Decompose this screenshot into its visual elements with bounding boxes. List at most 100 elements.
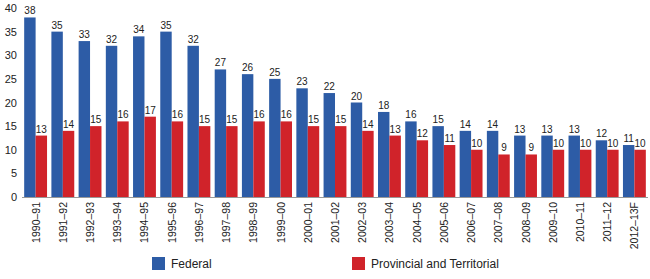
bar bbox=[63, 131, 74, 197]
data-label: 26 bbox=[242, 62, 254, 73]
data-label: 16 bbox=[281, 109, 293, 120]
data-label: 13 bbox=[569, 124, 581, 135]
bar bbox=[634, 150, 645, 197]
bar bbox=[187, 46, 198, 197]
chart-svg: 0510152025303540383533323435322726252322… bbox=[0, 0, 650, 279]
data-label: 12 bbox=[417, 128, 429, 139]
x-tick-label: 1993–94 bbox=[111, 202, 123, 243]
data-label: 10 bbox=[471, 138, 483, 149]
legend-label: Federal bbox=[171, 257, 212, 271]
data-label: 15 bbox=[90, 114, 102, 125]
bar bbox=[117, 121, 128, 197]
bar bbox=[444, 145, 455, 197]
data-label: 14 bbox=[362, 119, 374, 130]
y-tick-label: 10 bbox=[5, 144, 17, 156]
bar bbox=[144, 117, 155, 197]
bar bbox=[133, 36, 144, 197]
x-tick-label: 2001–02 bbox=[329, 202, 341, 243]
bar bbox=[308, 126, 319, 197]
data-label: 10 bbox=[553, 138, 565, 149]
data-label: 18 bbox=[378, 100, 390, 111]
data-label: 33 bbox=[79, 29, 91, 40]
bar bbox=[36, 136, 47, 197]
x-tick-label: 2012–13F bbox=[628, 202, 640, 249]
bar bbox=[335, 126, 346, 197]
x-tick-label: 2000–01 bbox=[302, 202, 314, 243]
bar bbox=[432, 126, 443, 197]
bar bbox=[378, 112, 389, 197]
data-label: 17 bbox=[145, 105, 157, 116]
bar bbox=[242, 74, 253, 197]
bar bbox=[460, 131, 471, 197]
legend-swatch bbox=[352, 257, 365, 270]
bar bbox=[541, 136, 552, 197]
x-tick-label: 2005–06 bbox=[438, 202, 450, 243]
data-label: 9 bbox=[528, 142, 534, 153]
bar bbox=[351, 103, 362, 198]
legend-swatch bbox=[152, 257, 165, 270]
data-label: 10 bbox=[580, 138, 592, 149]
data-label: 27 bbox=[215, 57, 227, 68]
data-label: 11 bbox=[623, 133, 634, 144]
bar bbox=[90, 126, 101, 197]
y-tick-label: 25 bbox=[5, 73, 17, 85]
data-label: 13 bbox=[36, 124, 48, 135]
bar bbox=[79, 41, 90, 197]
x-tick-label: 1994–95 bbox=[138, 202, 150, 243]
bar bbox=[253, 121, 264, 197]
x-tick-label: 2011–12 bbox=[601, 202, 613, 242]
y-tick-label: 5 bbox=[11, 167, 17, 179]
data-label: 15 bbox=[433, 114, 445, 125]
data-labels: 3835333234353227262523222018161514141313… bbox=[24, 5, 646, 153]
data-label: 15 bbox=[226, 114, 238, 125]
bar bbox=[172, 121, 183, 197]
x-tick-label: 1991–92 bbox=[57, 202, 69, 243]
data-label: 14 bbox=[63, 119, 75, 130]
x-axis-line bbox=[22, 197, 648, 198]
data-label: 11 bbox=[444, 133, 455, 144]
x-tick-label: 1996–97 bbox=[193, 202, 205, 243]
bar bbox=[215, 69, 226, 197]
data-label: 14 bbox=[487, 119, 499, 130]
bar bbox=[324, 93, 335, 197]
bar bbox=[24, 17, 35, 197]
data-label: 16 bbox=[117, 109, 129, 120]
bar bbox=[553, 150, 564, 197]
bar bbox=[607, 150, 618, 197]
bar bbox=[51, 32, 62, 197]
x-tick-label: 1998–99 bbox=[247, 202, 259, 243]
bar bbox=[296, 88, 307, 197]
bar bbox=[405, 121, 416, 197]
data-label: 23 bbox=[297, 76, 309, 87]
x-tick-label: 2006–07 bbox=[465, 202, 477, 243]
x-tick-label: 1990–91 bbox=[30, 202, 42, 243]
x-tick-label: 2004–05 bbox=[411, 202, 423, 243]
bar bbox=[596, 140, 607, 197]
y-tick-label: 15 bbox=[5, 120, 17, 132]
bar bbox=[623, 145, 634, 197]
bar bbox=[498, 154, 509, 197]
x-tick-label: 2007–08 bbox=[492, 202, 504, 243]
bar bbox=[389, 136, 400, 197]
data-label: 22 bbox=[324, 81, 336, 92]
data-label: 12 bbox=[596, 128, 608, 139]
bar bbox=[199, 126, 210, 197]
bar bbox=[417, 140, 428, 197]
data-label: 10 bbox=[635, 138, 647, 149]
data-label: 35 bbox=[160, 20, 172, 31]
y-tick-label: 0 bbox=[11, 191, 17, 203]
data-label: 13 bbox=[514, 124, 526, 135]
bar bbox=[471, 150, 482, 197]
x-tick-label: 1997–98 bbox=[220, 202, 232, 243]
data-label: 13 bbox=[390, 124, 402, 135]
y-tick-label: 40 bbox=[5, 2, 17, 14]
bar bbox=[362, 131, 373, 197]
data-label: 16 bbox=[254, 109, 266, 120]
data-label: 15 bbox=[308, 114, 320, 125]
data-label: 13 bbox=[541, 124, 553, 135]
bars bbox=[24, 17, 646, 197]
data-label: 20 bbox=[351, 91, 363, 102]
y-tick-label: 35 bbox=[5, 26, 17, 38]
x-tick-label: 2008–09 bbox=[520, 202, 532, 243]
data-label: 14 bbox=[460, 119, 472, 130]
